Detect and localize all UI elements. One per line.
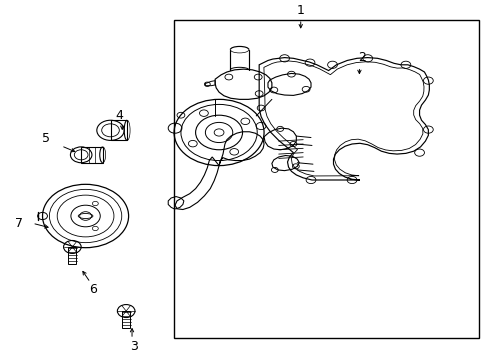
Text: 5: 5 [42,132,50,145]
Text: 1: 1 [296,4,304,17]
Bar [173,20,478,338]
Text: 7: 7 [15,217,22,230]
Text: 6: 6 [89,283,97,296]
Text: 2: 2 [357,51,365,64]
Text: 4: 4 [116,109,123,122]
Text: 3: 3 [130,340,138,353]
